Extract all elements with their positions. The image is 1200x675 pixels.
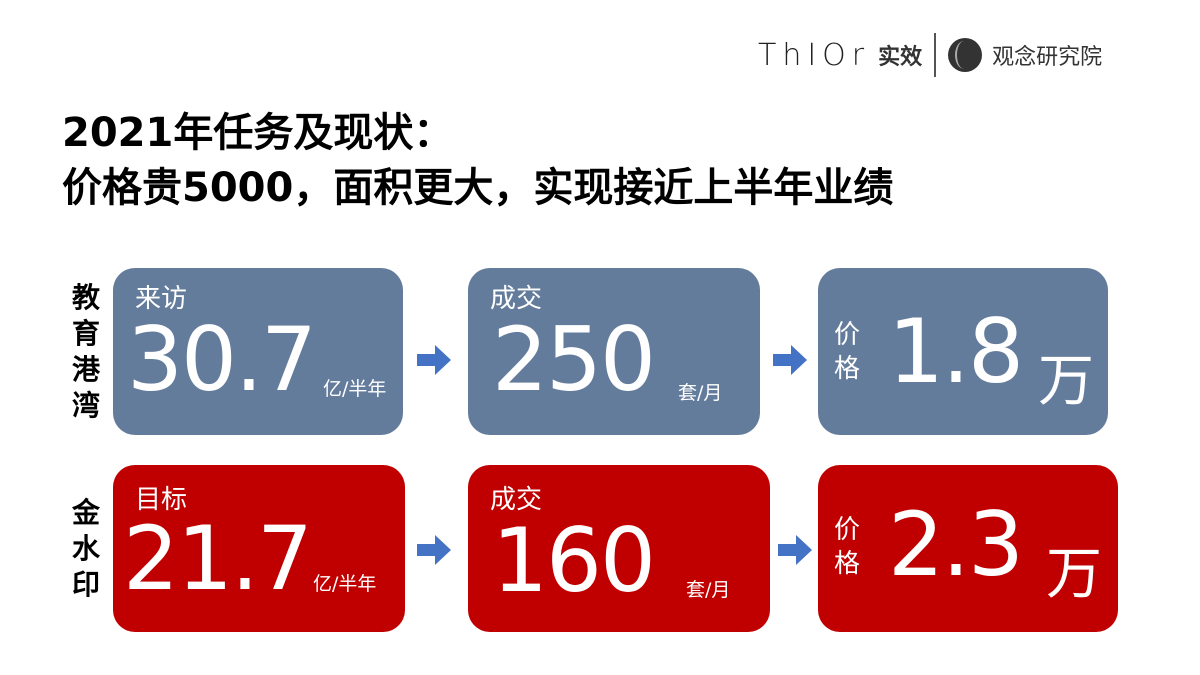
head-profile-icon [948,38,983,72]
arrow-right-icon [417,345,451,375]
card-unit: 亿/半年 [313,573,377,595]
logo: ThIOr 实效 观念研究院 [758,30,1102,80]
card-label: 来访 [135,284,188,314]
card-unit: 套/月 [678,382,723,404]
card-label: 成交 [490,284,543,314]
row-label-1: 教育港湾 [71,281,100,422]
card-value: 1.8 [888,300,1024,403]
logo-divider [934,33,937,77]
visits-card-2: 目标 21.7 亿/半年 [113,465,405,632]
row-label-2: 金水印 [71,496,100,601]
card-unit: 万 [1038,349,1094,414]
arrow-right-icon [417,535,451,565]
card-value: 21.7 [123,507,313,610]
deals-card-1: 成交 250 套/月 [468,268,760,435]
visits-card-1: 来访 30.7 亿/半年 [113,268,403,435]
card-label: 价格 [834,515,861,579]
slide-title-line1: 2021年任务及现状： [62,110,454,156]
card-value: 30.7 [127,308,317,411]
price-card-2: 价格 2.3 万 [818,465,1118,632]
arrow-right-icon [778,535,812,565]
price-card-1: 价格 1.8 万 [818,268,1108,435]
logo-brand: ThIOr [758,37,871,73]
card-label: 目标 [135,485,188,515]
logo-brand-cn: 实效 [878,45,923,70]
card-unit: 套/月 [686,579,731,601]
deals-card-2: 成交 160 套/月 [468,465,770,632]
card-label: 价格 [834,320,861,384]
logo-institute: 观念研究院 [992,45,1103,70]
card-unit: 万 [1046,542,1102,607]
arrow-right-icon [773,345,807,375]
card-unit: 亿/半年 [323,378,387,400]
card-value: 2.3 [888,493,1024,596]
card-label: 成交 [490,485,543,515]
slide-title-line2: 价格贵5000，面积更大，实现接近上半年业绩 [62,165,894,211]
card-value: 160 [492,509,656,612]
card-value: 250 [492,308,656,411]
